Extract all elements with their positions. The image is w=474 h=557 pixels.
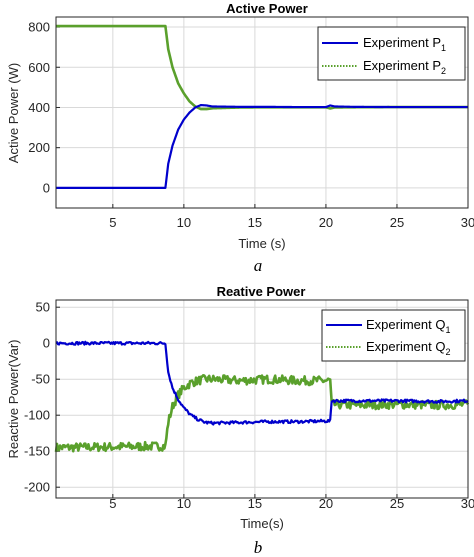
reactive-power-panel: Reative Power 5 10 15 20 25 30 50 0 -50 -100 -150…: [6, 284, 474, 557]
axes-box: [55, 299, 469, 499]
series-layer: [54, 340, 470, 453]
legend-label-series-1: Experiment P1: [363, 35, 446, 53]
legend-label-series-2: Experiment P2: [363, 58, 446, 76]
y-tick-labels: 50 0 -50 -100 -150 -200: [24, 300, 50, 495]
x-tick-label: 30: [461, 496, 474, 511]
series-line-1: [55, 340, 469, 426]
x-tick-label: 20: [319, 496, 333, 511]
y-tick-label: -100: [24, 408, 50, 423]
y-tick-label: 0: [43, 180, 50, 195]
y-axis-label: Reactive Power(Var): [6, 340, 21, 459]
x-tick-label: 20: [319, 215, 333, 230]
legend-label-series-2: Experiment Q2: [366, 339, 451, 357]
y-tick-label: -150: [24, 444, 50, 459]
x-tick-label: 25: [390, 215, 404, 230]
x-tick-labels: 5 10 15 20 25 30: [109, 215, 474, 230]
y-tick-label: 600: [28, 60, 50, 75]
axes-box: [55, 16, 469, 209]
series-line-1: [55, 103, 469, 189]
panel-caption: a: [254, 256, 263, 275]
x-axis-label: Time (s): [238, 236, 285, 251]
y-tick-labels: 0 200 400 600 800: [28, 20, 50, 196]
legend: Experiment P1 Experiment P2: [317, 26, 466, 81]
y-tick-label: 400: [28, 100, 50, 115]
x-tick-label: 5: [109, 215, 116, 230]
active-power-panel: Active Power 5 10 15 20 25 30 0 200 400 600 800 T…: [6, 1, 474, 275]
chart-title: Reative Power: [217, 284, 306, 299]
y-tick-label: 50: [36, 300, 50, 315]
x-tick-label: 25: [390, 496, 404, 511]
legend-box: [321, 309, 466, 362]
legend-label-series-1: Experiment Q1: [366, 317, 451, 335]
legend-box: [317, 26, 466, 81]
x-tick-label: 10: [177, 215, 191, 230]
x-tick-label: 10: [177, 496, 191, 511]
y-tick-label: -50: [31, 372, 50, 387]
legend: Experiment Q1 Experiment Q2: [321, 309, 466, 362]
x-axis-label: Time(s): [240, 516, 284, 531]
y-tick-label: -200: [24, 480, 50, 495]
y-axis-label: Active Power (W): [6, 63, 21, 163]
series-layer: [55, 24, 469, 189]
chart-title: Active Power: [226, 1, 308, 16]
x-tick-label: 15: [248, 215, 262, 230]
x-tick-label: 15: [248, 496, 262, 511]
y-tick-label: 200: [28, 140, 50, 155]
y-tick-label: 800: [28, 20, 50, 35]
x-tick-labels: 5 10 15 20 25 30: [109, 496, 474, 511]
x-tick-label: 5: [109, 496, 116, 511]
panel-caption: b: [254, 538, 263, 557]
y-tick-label: 0: [43, 336, 50, 351]
x-tick-label: 30: [461, 215, 474, 230]
